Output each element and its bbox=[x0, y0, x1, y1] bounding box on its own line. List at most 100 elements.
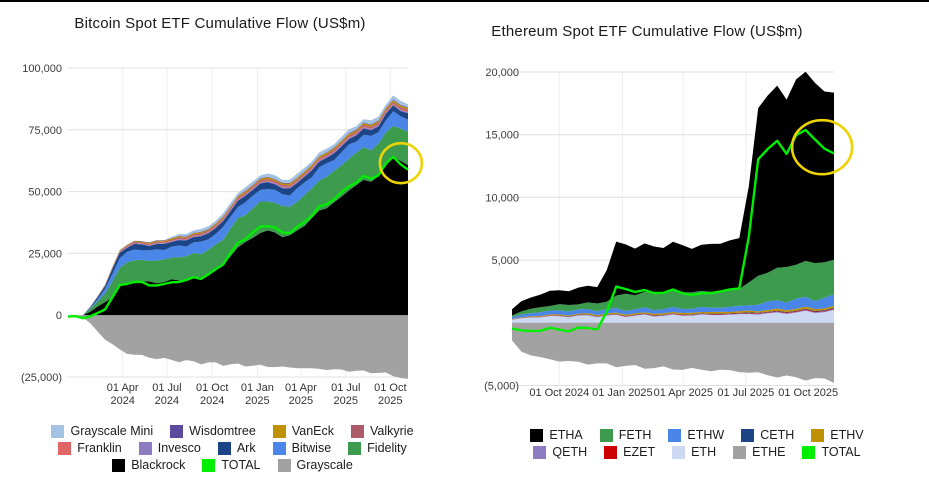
area-blackrock bbox=[68, 157, 408, 316]
legend-swatch bbox=[272, 424, 286, 438]
legend-item-etha: ETHA bbox=[530, 428, 583, 442]
legend-swatch bbox=[604, 445, 618, 459]
ethereum-chart-legend: ETHA FETH ETHW CETH ETHV QETH EZET ETH ETHE TOTAL bbox=[465, 428, 929, 459]
legend-item-ark: Ark bbox=[217, 441, 256, 455]
x-tick-label: 01 Jan bbox=[241, 382, 274, 394]
legend-item-ethw: ETHW bbox=[668, 428, 724, 442]
x-tick-label: 01 Oct 2024 bbox=[529, 387, 589, 399]
x-tick-label-year: 2024 bbox=[155, 395, 179, 407]
area-etha bbox=[512, 71, 834, 316]
legend-swatch bbox=[530, 428, 544, 442]
legend-label: Wisdomtree bbox=[189, 424, 256, 438]
legend-label: Valkyrie bbox=[369, 424, 414, 438]
x-tick-label-year: 2025 bbox=[334, 395, 358, 407]
x-tick-label: 01 Apr 2025 bbox=[654, 387, 713, 399]
legend-item-vaneck: VanEck bbox=[272, 424, 334, 438]
legend-label: QETH bbox=[552, 445, 588, 459]
legend-label: TOTAL bbox=[821, 445, 861, 459]
legend-label: ETHW bbox=[687, 428, 725, 442]
legend-swatch bbox=[51, 424, 65, 438]
y-tick-label: 0 bbox=[56, 310, 62, 322]
top-border-line bbox=[0, 0, 929, 2]
legend-swatch bbox=[811, 428, 825, 442]
area-qeth bbox=[512, 309, 834, 320]
legend-swatch bbox=[741, 428, 755, 442]
legend-label: Blackrock bbox=[131, 458, 186, 472]
legend-item-valkyrie: Valkyrie bbox=[350, 424, 414, 438]
legend-item-total: TOTAL bbox=[802, 445, 861, 459]
legend-item-ethv: ETHV bbox=[811, 428, 864, 442]
legend-label: Ark bbox=[236, 441, 256, 455]
legend-item-bitwise: Bitwise bbox=[272, 441, 332, 455]
x-tick-label: 01 Oct bbox=[374, 382, 406, 394]
legend-item-feth: FETH bbox=[599, 428, 652, 442]
legend-label: Grayscale Mini bbox=[70, 424, 154, 438]
x-tick-label-year: 2025 bbox=[245, 395, 269, 407]
legend-item-ezet: EZET bbox=[604, 445, 655, 459]
bitcoin-flow-svg: 100,000 75,000 50,000 25,000 0 (25,000) 01 Apr… bbox=[21, 63, 424, 407]
x-tick-label: 01 Jul bbox=[152, 382, 181, 394]
area-ethw bbox=[512, 294, 834, 319]
x-tick-label-year: 2024 bbox=[200, 395, 224, 407]
highlight-circle bbox=[378, 141, 424, 185]
bitcoin-chart-legend: Grayscale Mini Wisdomtree VanEck Valkyrie Fr… bbox=[0, 424, 465, 472]
ethereum-chart-title: Ethereum Spot ETF Cumulative Flow (US$m) bbox=[491, 23, 803, 40]
legend-row: QETH EZET ETH ETHE TOTAL bbox=[465, 445, 929, 459]
legend-item-total: TOTAL bbox=[202, 458, 261, 472]
legend-item-ceth: CETH bbox=[741, 428, 794, 442]
y-tick-label: (25,000) bbox=[21, 372, 62, 384]
total-flow-line bbox=[511, 128, 835, 333]
legend-item-grayscale: Grayscale bbox=[277, 458, 353, 472]
y-tick-label: 100,000 bbox=[22, 63, 62, 75]
legend-label: ETHE bbox=[752, 445, 786, 459]
area-ethv bbox=[512, 305, 834, 320]
legend-swatch bbox=[112, 458, 126, 472]
area-grayscale bbox=[68, 315, 408, 379]
legend-item-fidelity: Fidelity bbox=[348, 441, 407, 455]
y-tick-label: 15,000 bbox=[485, 130, 519, 142]
legend-swatch bbox=[348, 441, 362, 455]
legend-label: Bitwise bbox=[291, 441, 332, 455]
x-tick-label-year: 2025 bbox=[289, 395, 313, 407]
y-tick-label: 75,000 bbox=[28, 125, 62, 137]
area-fidelity bbox=[68, 125, 408, 316]
x-tick-label: 01 Jul bbox=[331, 382, 360, 394]
x-tick-label: 01 Jan 2025 bbox=[592, 387, 653, 399]
y-tick-label: 10,000 bbox=[485, 192, 519, 204]
legend-item-eth: ETH bbox=[672, 445, 716, 459]
legend-row: Blackrock TOTAL Grayscale bbox=[0, 458, 465, 472]
bitcoin-chart-title: Bitcoin Spot ETF Cumulative Flow (US$m) bbox=[74, 15, 366, 32]
legend-swatch bbox=[272, 441, 286, 455]
legend-label: EZET bbox=[623, 445, 656, 459]
area-ethe bbox=[512, 322, 834, 383]
legend-item-franklin: Franklin bbox=[58, 441, 122, 455]
x-tick-label: 01 Jul 2025 bbox=[717, 387, 774, 399]
legend-item-grayscale-mini: Grayscale Mini bbox=[51, 424, 153, 438]
legend-item-wisdomtree: Wisdomtree bbox=[170, 424, 256, 438]
x-tick-label: 01 Apr bbox=[285, 382, 317, 394]
legend-swatch bbox=[170, 424, 184, 438]
legend-label: Invesco bbox=[157, 441, 201, 455]
legend-label: ETH bbox=[691, 445, 717, 459]
legend-label: FETH bbox=[618, 428, 652, 442]
legend-swatch bbox=[599, 428, 613, 442]
area-bitwise bbox=[68, 111, 408, 316]
total-flow-line bbox=[67, 155, 409, 320]
x-tick-label-year: 2024 bbox=[110, 395, 134, 407]
legend-swatch bbox=[668, 428, 682, 442]
y-tick-label: 25,000 bbox=[28, 248, 62, 260]
legend-label: TOTAL bbox=[221, 458, 261, 472]
x-tick-label-year: 2025 bbox=[378, 395, 402, 407]
legend-label: Fidelity bbox=[367, 441, 407, 455]
highlight-circle bbox=[790, 118, 854, 176]
legend-swatch bbox=[138, 441, 152, 455]
legend-item-blackrock: Blackrock bbox=[112, 458, 185, 472]
bitcoin-chart-plot: 100,000 75,000 50,000 25,000 0 (25,000) 01 Apr… bbox=[0, 40, 465, 435]
legend-label: Grayscale bbox=[296, 458, 353, 472]
legend-label: VanEck bbox=[291, 424, 334, 438]
area-feth bbox=[512, 259, 834, 317]
legend-label: ETHV bbox=[830, 428, 864, 442]
